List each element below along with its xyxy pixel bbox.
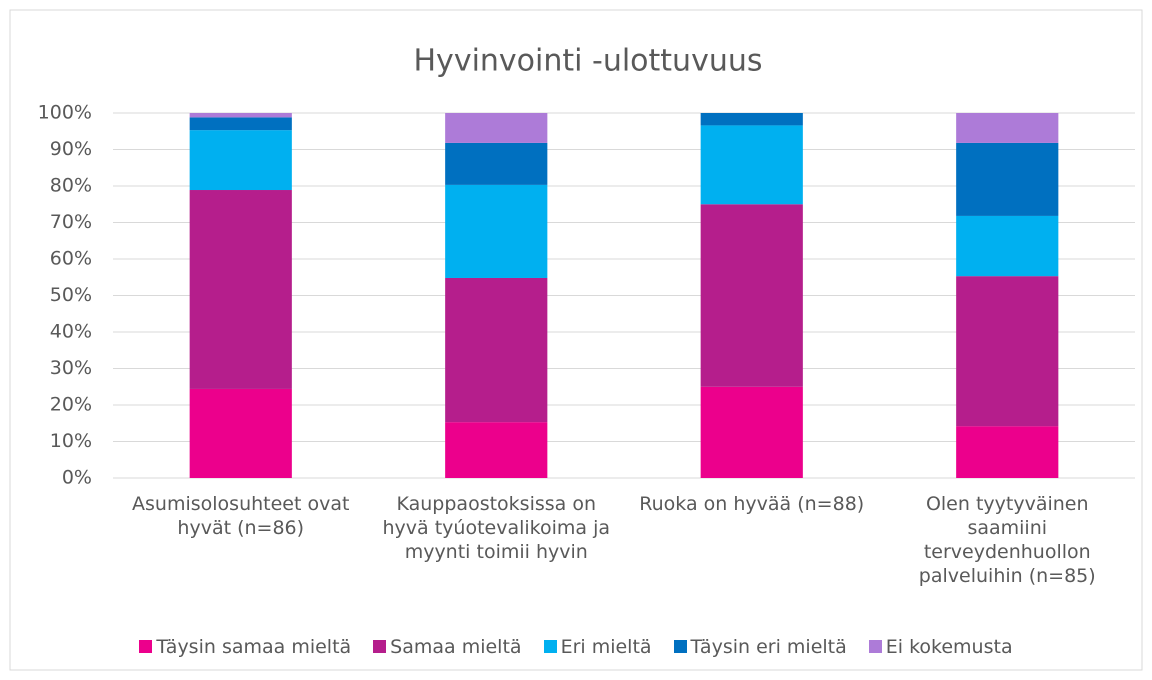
- bar-segment: [445, 113, 548, 143]
- legend-swatch: [673, 640, 687, 653]
- bar-segment: [956, 142, 1059, 216]
- chart-border: [9, 9, 1143, 671]
- legend-item: Täysin samaa mieltä: [139, 636, 351, 658]
- bar-segment: [956, 276, 1059, 427]
- x-tick-label: Olen tyytyväinen saamiini terveydenhuoll…: [918, 493, 1096, 587]
- y-tick-label: 100%: [38, 102, 92, 124]
- bar-segment: [700, 204, 803, 387]
- y-tick-label: 80%: [50, 175, 92, 197]
- y-tick-label: 10%: [50, 430, 92, 452]
- legend-label: Samaa mieltä: [390, 636, 522, 658]
- legend-swatch: [373, 640, 387, 653]
- y-tick-label: 70%: [50, 211, 92, 233]
- bar-segment: [956, 426, 1059, 478]
- legend-item: Samaa mieltä: [373, 636, 522, 658]
- legend-swatch: [868, 640, 882, 653]
- bar-segment: [700, 113, 803, 126]
- bar-segment: [700, 125, 803, 205]
- legend-item: Ei kokemusta: [868, 636, 1013, 658]
- bar-segment: [445, 184, 548, 278]
- legend-label: Eri mieltä: [560, 636, 652, 658]
- bar-segment: [445, 277, 548, 423]
- legend-label: Ei kokemusta: [885, 636, 1013, 658]
- x-tick-label: Kauppaostoksissa on hyvä tyúotevalikoima…: [382, 493, 611, 563]
- bar-segment: [189, 130, 292, 191]
- legend-swatch: [543, 640, 557, 653]
- legend-label: Täysin samaa mieltä: [156, 636, 352, 658]
- x-tick-label: Asumisolosuhteet ovat hyvät (n=86): [132, 493, 350, 539]
- y-tick-label: 90%: [50, 138, 92, 160]
- bar-segment: [189, 113, 292, 118]
- bar-segment: [445, 142, 548, 185]
- legend-item: Täysin eri mieltä: [673, 636, 847, 658]
- bar-segment: [956, 113, 1059, 143]
- bar-segment: [445, 422, 548, 478]
- y-tick-label: 20%: [50, 394, 92, 416]
- y-tick-label: 40%: [50, 321, 92, 343]
- y-tick-label: 50%: [50, 284, 92, 306]
- chart-title: Hyvinvointi -ulottuvuus: [414, 44, 763, 79]
- bar-segment: [189, 190, 292, 389]
- legend-item: Eri mieltä: [543, 636, 652, 658]
- bar-segment: [189, 388, 292, 478]
- y-tick-label: 60%: [50, 248, 92, 270]
- bar-segment: [700, 386, 803, 478]
- legend-swatch: [139, 640, 153, 653]
- legend: Täysin samaa mieltä Samaa mieltä Eri mielt…: [0, 636, 1152, 658]
- y-tick-label: 30%: [50, 357, 92, 379]
- y-tick-label: 0%: [62, 467, 92, 489]
- bar-segment: [956, 215, 1059, 277]
- x-tick-label: Ruoka on hyvää (n=88): [639, 493, 865, 515]
- legend-label: Täysin eri mieltä: [690, 636, 847, 658]
- bar-segment: [189, 117, 292, 131]
